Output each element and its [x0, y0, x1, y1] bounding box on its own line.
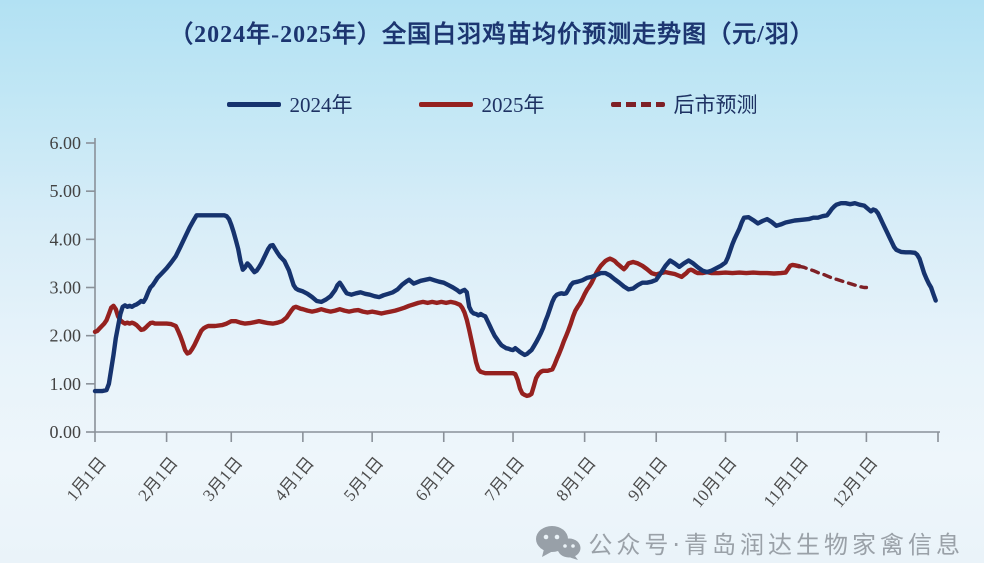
svg-text:4.00: 4.00	[50, 229, 82, 249]
svg-text:3.00: 3.00	[50, 278, 82, 298]
svg-text:5月1日: 5月1日	[340, 453, 387, 504]
svg-text:11月1日: 11月1日	[760, 453, 812, 510]
legend-swatch-2024	[226, 101, 281, 107]
chart-title: （2024年-2025年）全国白羽鸡苗均价预测走势图（元/羽）	[169, 22, 815, 48]
wechat-icon	[536, 526, 581, 560]
svg-text:7月1日: 7月1日	[481, 453, 528, 504]
legend-label-2024: 2024年	[289, 93, 353, 117]
legend-item-2024: 2024年	[226, 89, 353, 119]
legend-item-forecast: 后市预测	[610, 89, 758, 119]
legend-swatch-2025	[418, 101, 473, 107]
svg-text:5.00: 5.00	[50, 181, 82, 201]
svg-text:12月1日: 12月1日	[829, 453, 882, 511]
svg-text:2.00: 2.00	[50, 326, 82, 346]
svg-text:3月1日: 3月1日	[199, 453, 246, 504]
watermark-text: 公众号·青岛润达生物家禽信息	[588, 531, 964, 559]
svg-text:4月1日: 4月1日	[271, 453, 318, 504]
svg-text:6.00: 6.00	[50, 133, 82, 153]
svg-text:6月1日: 6月1日	[411, 453, 458, 504]
legend-label-forecast: 后市预测	[673, 93, 758, 117]
legend-swatch-forecast	[610, 101, 665, 107]
chart-legend: 2024年 2025年 后市预测	[0, 89, 984, 119]
legend-item-2025: 2025年	[418, 89, 545, 119]
watermark: 公众号·青岛润达生物家禽信息	[535, 525, 964, 560]
svg-text:1.00: 1.00	[50, 374, 82, 394]
svg-text:0.00: 0.00	[50, 422, 82, 442]
svg-text:8月1日: 8月1日	[552, 453, 599, 504]
svg-text:1月1日: 1月1日	[63, 453, 110, 504]
svg-text:9月1日: 9月1日	[624, 453, 671, 504]
svg-text:2月1日: 2月1日	[134, 453, 181, 504]
legend-label-2025: 2025年	[481, 93, 545, 117]
svg-text:10月1日: 10月1日	[688, 453, 741, 511]
